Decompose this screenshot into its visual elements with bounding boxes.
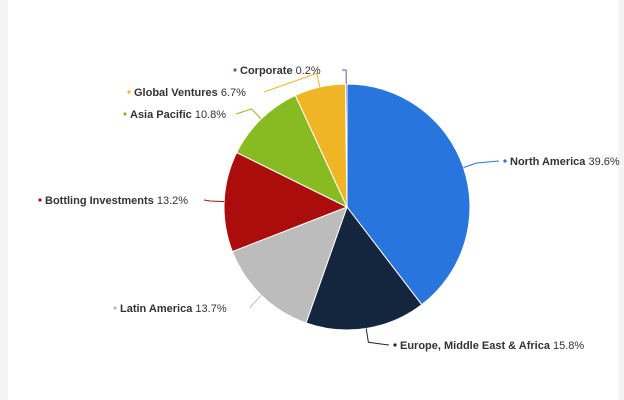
pie-slice-europe-middle-east-africa[interactable] [305,205,423,331]
label-bullet [503,159,507,163]
data-label: Global Ventures 6.7% [134,87,246,99]
left-edge [0,0,8,400]
label-connector [263,72,321,93]
pie-slice-corporate[interactable] [344,83,348,208]
data-label: Europe, Middle East & Africa 15.8% [400,340,584,352]
label-connector [365,328,390,346]
pie-slices [223,83,471,331]
data-label: Asia Pacific 10.8% [130,109,226,121]
label-bullet [113,306,117,310]
label-bullet [233,68,237,72]
pie-labels: North America 39.6% Europe, Middle East &… [38,65,620,352]
data-label: North America 39.6% [510,156,620,168]
right-edge [618,0,624,400]
data-label: Corporate 0.2% [240,65,321,77]
label-connector [203,199,225,203]
label-bullet [393,343,397,347]
pie-slice-north-america[interactable] [346,83,471,306]
pie-slice-bottling-investments[interactable] [223,151,349,253]
data-label: Latin America 13.7% [120,303,227,315]
pie-slice-asia-pacific[interactable] [236,94,349,209]
label-bullet [123,112,127,116]
label-bullet [38,198,42,202]
data-label: Bottling Investments 13.2% [45,195,188,207]
label-connector [342,69,347,85]
label-connector [463,160,500,168]
label-connector [249,294,262,309]
label-bullet [127,90,131,94]
label-connector [235,108,262,120]
